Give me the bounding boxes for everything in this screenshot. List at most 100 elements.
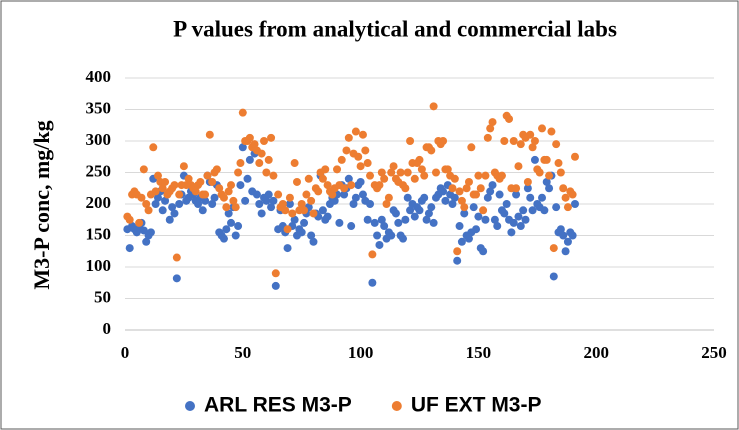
data-point xyxy=(479,206,488,215)
data-point xyxy=(375,240,384,249)
data-point xyxy=(363,159,372,168)
data-point xyxy=(255,200,264,208)
data-point xyxy=(366,200,375,208)
data-point xyxy=(380,174,389,183)
data-point xyxy=(168,203,177,212)
data-point xyxy=(368,250,377,259)
data-point xyxy=(224,209,233,218)
data-point xyxy=(321,165,330,174)
data-point xyxy=(373,231,382,240)
data-point xyxy=(528,143,537,152)
x-tick-label: 250 xyxy=(701,343,727,362)
data-point xyxy=(472,190,481,199)
data-point xyxy=(523,177,532,186)
data-point xyxy=(420,171,429,180)
data-point xyxy=(264,190,273,199)
data-point xyxy=(231,231,240,240)
data-point xyxy=(403,168,412,177)
data-point xyxy=(144,206,153,215)
data-point xyxy=(151,200,160,208)
data-point xyxy=(516,140,525,149)
data-point xyxy=(570,200,579,208)
data-point xyxy=(358,190,367,199)
data-point xyxy=(549,272,558,281)
data-point xyxy=(526,130,535,139)
data-point xyxy=(519,206,528,215)
data-point xyxy=(361,146,370,155)
data-point xyxy=(252,190,261,199)
chart-title: P values from analytical and commercial … xyxy=(173,16,617,41)
data-point xyxy=(523,184,532,193)
data-point xyxy=(222,225,231,234)
data-point xyxy=(486,187,495,196)
y-tick-label: 200 xyxy=(86,193,112,212)
data-point xyxy=(556,225,565,234)
data-point xyxy=(516,222,525,231)
data-point xyxy=(545,184,554,193)
data-point xyxy=(394,218,403,227)
data-point xyxy=(175,200,184,208)
data-point xyxy=(497,171,506,180)
data-point xyxy=(146,228,155,237)
data-point xyxy=(439,137,448,145)
data-point xyxy=(552,203,561,212)
data-point xyxy=(563,237,572,246)
data-point xyxy=(250,140,259,149)
data-point xyxy=(297,200,306,208)
data-point xyxy=(314,187,323,196)
data-point xyxy=(521,215,530,224)
data-point xyxy=(201,196,210,205)
data-point xyxy=(340,184,349,193)
data-point xyxy=(269,196,278,205)
data-point xyxy=(285,193,294,202)
y-tick-label: 300 xyxy=(86,130,112,149)
data-point xyxy=(288,209,297,218)
data-point xyxy=(559,231,568,240)
data-point xyxy=(554,159,563,168)
data-point xyxy=(514,212,523,221)
data-point xyxy=(165,215,174,224)
data-point xyxy=(568,231,577,240)
data-point xyxy=(142,237,151,246)
data-point xyxy=(283,244,292,253)
data-point xyxy=(448,184,457,193)
data-point xyxy=(502,200,511,208)
data-point xyxy=(318,206,327,215)
y-tick-label: 250 xyxy=(86,161,112,180)
data-point xyxy=(545,171,554,180)
data-point xyxy=(231,203,240,212)
data-point xyxy=(479,247,488,256)
data-point xyxy=(453,256,462,265)
data-point xyxy=(427,146,436,155)
data-point xyxy=(318,174,327,183)
x-tick-label: 50 xyxy=(234,343,251,362)
data-point xyxy=(292,177,301,186)
data-point xyxy=(161,177,170,186)
data-point xyxy=(509,218,518,227)
data-point xyxy=(184,174,193,183)
x-tick-label: 100 xyxy=(348,343,374,362)
y-tick-label: 350 xyxy=(86,98,112,117)
x-tick-label: 200 xyxy=(583,343,609,362)
data-point xyxy=(255,159,264,168)
data-point xyxy=(158,206,167,215)
data-point xyxy=(245,133,254,142)
data-point xyxy=(283,225,292,234)
data-point xyxy=(389,162,398,171)
data-point xyxy=(464,177,473,186)
data-point xyxy=(262,168,271,177)
data-point xyxy=(439,187,448,196)
data-point xyxy=(351,193,360,202)
data-point xyxy=(201,190,210,199)
data-point xyxy=(493,222,502,231)
data-point xyxy=(387,231,396,240)
data-point xyxy=(469,203,478,212)
data-point xyxy=(170,209,179,218)
data-point xyxy=(526,193,535,202)
data-point xyxy=(337,155,346,164)
data-point xyxy=(568,190,577,199)
data-point xyxy=(203,171,212,180)
data-point xyxy=(269,171,278,180)
data-point xyxy=(300,218,309,227)
